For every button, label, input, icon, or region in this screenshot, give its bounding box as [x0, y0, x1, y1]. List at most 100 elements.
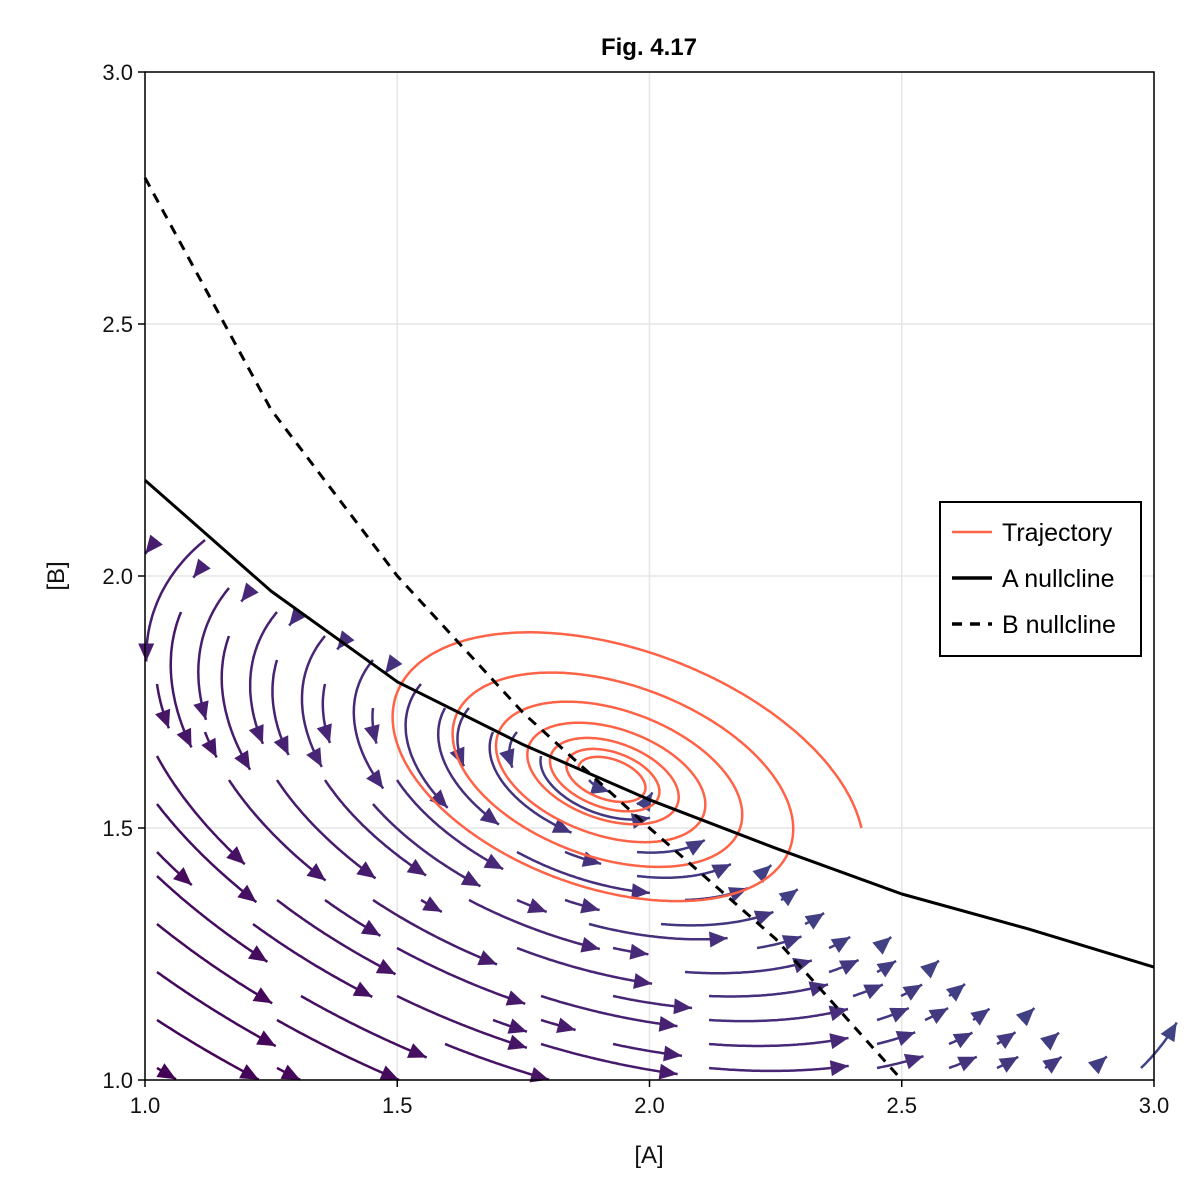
streamline-arrow — [507, 1034, 527, 1050]
streamline-arrow — [360, 919, 381, 936]
y-tick-label: 2.5 — [102, 312, 133, 337]
streamline-arrow — [337, 630, 355, 650]
y-tick-label: 1.5 — [102, 816, 133, 841]
chart-title: Fig. 4.17 — [601, 34, 697, 61]
streamline — [252, 923, 373, 999]
streamline — [155, 755, 246, 866]
streamline-arrow — [407, 1043, 427, 1058]
streamline-arrow — [499, 748, 515, 768]
streamline — [708, 1064, 849, 1073]
streamline-arrow — [1160, 1022, 1177, 1043]
streamline-arrow — [808, 981, 828, 997]
streamline — [468, 898, 601, 951]
streamline-arrow — [280, 1064, 301, 1080]
streamline — [708, 1007, 849, 1023]
streamline — [352, 659, 385, 790]
streamline-arrow — [364, 724, 380, 744]
streamline-arrow — [829, 1060, 849, 1077]
streamline — [684, 959, 813, 975]
streamline-arrow — [946, 984, 965, 1002]
y-tick-label: 3.0 — [102, 60, 133, 85]
streamline-arrow — [752, 865, 772, 883]
streamline-arrow — [226, 846, 245, 865]
streamline-arrow — [379, 1065, 399, 1081]
streamline-arrow — [385, 654, 403, 674]
streamline-arrow — [876, 960, 896, 978]
streamline — [156, 803, 258, 904]
streamline-arrow — [460, 870, 481, 887]
streamline — [276, 899, 397, 976]
streamline-arrow — [527, 898, 547, 914]
streamline-arrow — [685, 840, 705, 856]
streamline-arrow — [529, 1067, 549, 1083]
streamline-arrow — [306, 863, 326, 881]
streamline-arrow — [633, 973, 653, 989]
streamline-arrow — [863, 984, 883, 1000]
streamline-arrow — [631, 883, 650, 900]
x-tick-label: 1.5 — [382, 1093, 413, 1118]
streamline-arrow — [829, 1033, 849, 1050]
streamline-arrow — [234, 750, 251, 770]
streamline-arrow — [551, 818, 572, 833]
streamline — [275, 779, 377, 880]
streamline — [396, 946, 526, 1005]
legend: Trajectory A nullcline B nullcline — [939, 501, 1142, 657]
streamline-arrow — [241, 582, 259, 602]
trajectory-line — [391, 631, 863, 903]
streamline-arrow — [970, 1008, 990, 1026]
streamline-arrow — [483, 853, 504, 870]
streamline-arrow — [155, 708, 171, 729]
streamline — [708, 1036, 849, 1048]
streamline — [220, 635, 252, 771]
streamline-arrow — [711, 864, 731, 880]
streamline-arrow — [753, 910, 774, 926]
streamline-arrow — [828, 1005, 848, 1022]
streamline-arrow — [1088, 1056, 1107, 1075]
x-axis-label: [A] — [634, 1142, 663, 1169]
legend-label-a-nullcline: A nullcline — [1002, 565, 1115, 593]
streamline-arrow — [580, 897, 600, 914]
streamline-arrow — [658, 1063, 678, 1080]
streamline — [227, 779, 327, 882]
streamline-arrow — [273, 735, 289, 755]
streamline-arrow — [479, 807, 499, 825]
streamline — [197, 587, 230, 721]
streamline — [156, 875, 269, 963]
streamline-arrow — [902, 984, 923, 1001]
streamline-arrow — [306, 747, 322, 767]
streamline — [588, 922, 728, 941]
y-axis-label: [B] — [43, 561, 70, 590]
streamline — [660, 910, 774, 927]
streamline — [540, 994, 678, 1028]
streamline-arrow — [804, 913, 825, 930]
streamline-arrow — [422, 896, 442, 912]
streamline — [539, 755, 651, 821]
streamline-arrow — [838, 960, 859, 975]
streamline-arrow — [709, 931, 728, 948]
streamline-arrow — [138, 643, 155, 662]
streamline — [156, 1018, 260, 1081]
streamline-arrow — [1015, 1008, 1035, 1027]
streamline-arrow — [477, 950, 497, 966]
streamline-arrow — [248, 724, 264, 744]
streamline-arrow — [920, 960, 939, 979]
streamline-arrow — [663, 1045, 682, 1062]
streamline — [436, 707, 500, 826]
streamline-arrow — [658, 1016, 678, 1032]
streamline-arrow — [781, 935, 802, 951]
streamline — [516, 946, 653, 985]
streamline — [144, 539, 206, 662]
streamline-arrow — [176, 727, 192, 748]
series-lines — [143, 177, 1155, 1081]
b-nullcline-line — [143, 177, 903, 1081]
streamline — [372, 898, 498, 966]
streamline — [395, 779, 504, 871]
streamline-arrow — [629, 943, 649, 960]
streamline-arrow — [366, 769, 384, 789]
x-tick-label: 3.0 — [1139, 1093, 1170, 1118]
streamline — [516, 850, 651, 895]
streamline — [300, 635, 326, 768]
streamline — [444, 1042, 550, 1081]
streamline-arrow — [507, 1018, 527, 1034]
streamline-arrow — [356, 861, 376, 879]
